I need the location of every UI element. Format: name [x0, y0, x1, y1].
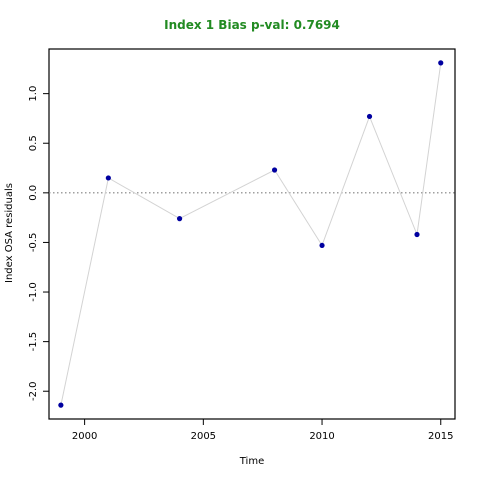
- y-tick-label: -1.0: [28, 282, 39, 302]
- data-point: [319, 242, 325, 249]
- plot-frame: [48, 48, 456, 420]
- x-tick-label: 2010: [309, 431, 334, 442]
- x-axis-label: Time: [239, 456, 264, 467]
- x-tick-label: 2015: [428, 431, 453, 442]
- data-point: [176, 216, 183, 222]
- data-point: [366, 113, 373, 120]
- x-tick-label: 2005: [191, 431, 216, 442]
- data-point: [438, 60, 444, 66]
- data-point: [271, 167, 278, 173]
- y-tick-label: 0.0: [28, 185, 39, 201]
- y-tick-label: -2.0: [28, 381, 39, 401]
- x-tick-label: 2000: [72, 431, 97, 442]
- y-tick-label: 1.0: [28, 86, 39, 102]
- chart-title: Index 1 Bias p-val: 0.7694: [164, 18, 340, 32]
- y-axis-label: Index OSA residuals: [4, 183, 15, 283]
- data-point: [105, 175, 111, 181]
- y-tick-label: -0.5: [28, 233, 39, 253]
- series-line: [60, 62, 442, 406]
- y-tick-label: -1.5: [28, 332, 39, 352]
- data-point: [414, 231, 420, 238]
- y-tick-label: 0.5: [28, 135, 39, 151]
- data-point: [58, 402, 64, 408]
